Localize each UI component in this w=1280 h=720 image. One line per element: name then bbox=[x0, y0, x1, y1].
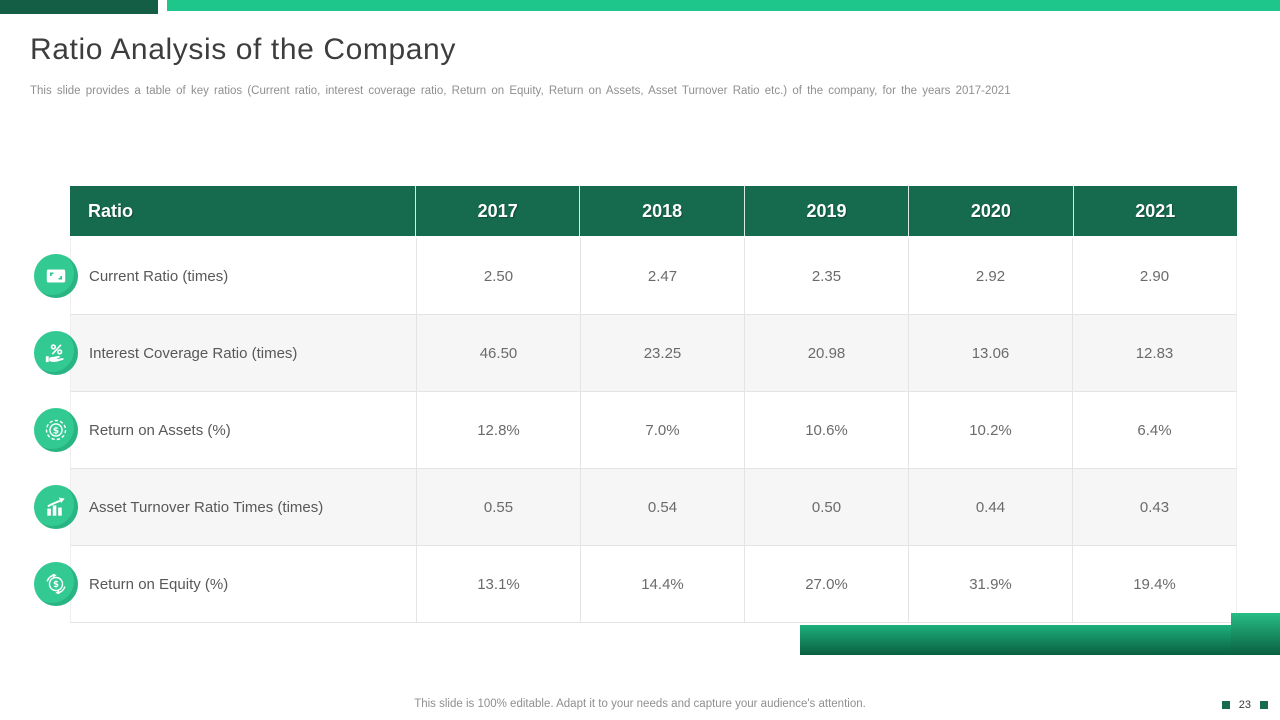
ratio-value: 10.2% bbox=[908, 392, 1072, 468]
ratio-value: 0.43 bbox=[1072, 469, 1236, 545]
column-header-2018: 2018 bbox=[579, 186, 743, 236]
ratio-value: 23.25 bbox=[580, 315, 744, 391]
column-header-2020: 2020 bbox=[908, 186, 1072, 236]
growth-chart-icon bbox=[34, 485, 78, 529]
column-header-2019: 2019 bbox=[743, 186, 908, 236]
page-title: Ratio Analysis of the Company bbox=[30, 33, 456, 66]
ratio-value: 2.90 bbox=[1072, 238, 1236, 314]
page-number-square-left bbox=[1221, 701, 1230, 709]
ratio-value: 31.9% bbox=[908, 546, 1072, 622]
ratio-label: Asset Turnover Ratio Times (times) bbox=[89, 498, 324, 516]
column-header-ratio: Ratio bbox=[88, 200, 133, 221]
ratio-value: 20.98 bbox=[744, 315, 908, 391]
ratio-value: 14.4% bbox=[580, 546, 744, 622]
money-circulation-icon: $ bbox=[34, 562, 78, 606]
ratio-value: 10.6% bbox=[744, 392, 908, 468]
svg-text:$: $ bbox=[53, 580, 59, 590]
ratio-value: 0.50 bbox=[744, 469, 908, 545]
presentation-screen-icon bbox=[34, 254, 78, 298]
page-number-square-right bbox=[1260, 701, 1268, 709]
table-row: $ Return on Assets (%) 12.8% 7.0% 10.6% … bbox=[34, 392, 1237, 469]
ratio-value: 12.8% bbox=[416, 392, 580, 468]
footer-note: This slide is 100% editable. Adapt it to… bbox=[414, 698, 866, 710]
top-accent-bar-dark bbox=[0, 0, 158, 14]
slide-subtitle: This slide provides a table of key ratio… bbox=[30, 85, 1011, 97]
top-accent-bar-light bbox=[167, 0, 1280, 11]
ratio-value: 46.50 bbox=[416, 315, 580, 391]
ratio-value: 19.4% bbox=[1072, 546, 1236, 622]
ratio-label: Return on Assets (%) bbox=[89, 421, 231, 439]
ratio-value: 0.54 bbox=[580, 469, 744, 545]
dollar-coin-icon: $ bbox=[34, 408, 78, 452]
page-number-block: 23 bbox=[1221, 699, 1268, 711]
column-header-2021: 2021 bbox=[1072, 186, 1237, 236]
ratio-label: Current Ratio (times) bbox=[89, 267, 229, 285]
ratio-value: 2.50 bbox=[416, 238, 580, 314]
ratio-value: 7.0% bbox=[580, 392, 744, 468]
bottom-accent-bar-tip bbox=[1231, 613, 1280, 655]
ratio-value: 0.55 bbox=[416, 469, 580, 545]
table-header-row: Ratio 2017 2018 2019 2020 2021 bbox=[70, 186, 1237, 238]
table-row: Interest Coverage Ratio (times) 46.50 23… bbox=[34, 315, 1237, 392]
table-row: $ Return on Equity (%) 13.1% 14.4% 27.0%… bbox=[34, 546, 1237, 623]
ratio-value: 12.83 bbox=[1072, 315, 1236, 391]
ratio-label: Interest Coverage Ratio (times) bbox=[89, 344, 298, 362]
column-header-2017: 2017 bbox=[415, 186, 579, 236]
ratio-value: 13.1% bbox=[416, 546, 580, 622]
svg-text:$: $ bbox=[53, 425, 59, 436]
ratio-table: Ratio 2017 2018 2019 2020 2021 Current R… bbox=[34, 186, 1237, 623]
table-row: Current Ratio (times) 2.50 2.47 2.35 2.9… bbox=[34, 238, 1237, 315]
ratio-value: 13.06 bbox=[908, 315, 1072, 391]
ratio-value: 2.35 bbox=[744, 238, 908, 314]
ratio-value: 2.47 bbox=[580, 238, 744, 314]
ratio-value: 2.92 bbox=[908, 238, 1072, 314]
ratio-value: 0.44 bbox=[908, 469, 1072, 545]
bottom-accent-bar bbox=[800, 625, 1280, 655]
ratio-value: 6.4% bbox=[1072, 392, 1236, 468]
hand-percent-icon bbox=[34, 331, 78, 375]
ratio-value: 27.0% bbox=[744, 546, 908, 622]
table-row: Asset Turnover Ratio Times (times) 0.55 … bbox=[34, 469, 1237, 546]
page-number: 23 bbox=[1238, 699, 1251, 711]
ratio-label: Return on Equity (%) bbox=[89, 575, 229, 593]
